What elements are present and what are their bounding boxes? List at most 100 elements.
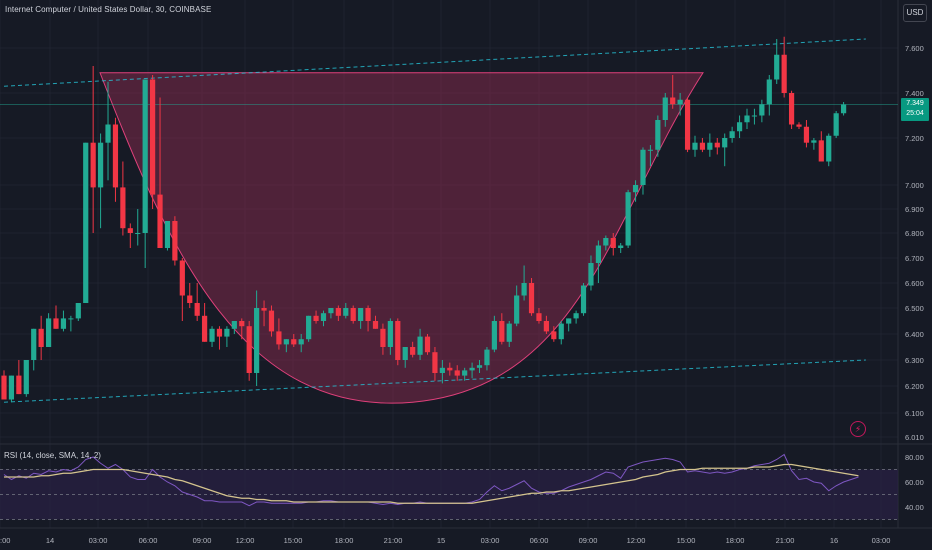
candle-body [796,124,802,127]
candle-body [358,308,364,321]
candle-body [179,260,185,296]
candle-body [551,331,557,340]
time-tick-label: 18:00 [726,536,745,545]
candle-body [194,303,200,316]
last-price-tag: 7.349 25:04 [901,98,929,121]
candle-body [365,308,371,321]
price-tick-label: 6.700 [905,254,924,263]
price-tick-label: 6.200 [905,382,924,391]
candle-body [447,367,453,371]
candle-body [410,347,416,355]
candle-body [112,124,119,188]
candle-body [707,142,713,150]
candle-body [320,313,327,321]
rsi-band [0,469,898,520]
candle-body [521,283,527,296]
candle-body [83,142,89,303]
candle-body [774,54,780,80]
price-tick-label: 6.300 [905,356,924,365]
candle-body [105,124,111,143]
candle-body [781,54,787,93]
candle-body [432,352,438,373]
time-tick-label: 06:00 [530,536,549,545]
price-tick-label: 6.010 [905,433,924,442]
candle-body [402,347,408,360]
time-tick-label: 16 [830,536,838,545]
candle-body [97,142,104,188]
candle-body [595,245,601,263]
candle-body [31,328,37,360]
last-price-value: 7.349 [906,100,924,107]
candle-body [68,318,74,320]
candle-body [172,221,178,261]
candle-body [610,238,616,248]
candle-body [164,221,171,248]
candle-body [714,142,720,148]
candle-body [268,310,275,332]
candle-body [53,318,59,329]
candle-body [8,375,15,400]
time-tick-label: 09:00 [579,536,598,545]
rsi-tick-label: 60.00 [905,478,924,487]
candle-body [588,263,594,286]
candle-body [469,367,475,371]
candle-body [291,339,297,345]
candle-body [380,328,386,347]
candle-body [23,360,29,395]
time-tick-label: 03:00 [89,536,108,545]
candle-body [662,97,668,120]
candle-body [788,93,795,125]
price-tick-label: 7.600 [905,44,924,53]
candle-body [826,135,832,162]
price-tick-label: 6.400 [905,330,924,339]
candle-body [335,308,341,316]
time-tick-label: 12:00 [236,536,255,545]
candle-body [372,321,379,329]
currency-button[interactable]: USD [903,4,927,22]
candle-body [209,328,215,342]
candle-body [699,142,706,150]
candle-body [328,308,334,314]
candle-body [224,328,230,337]
candle-body [16,375,22,395]
time-tick-label: 12:00 [627,536,646,545]
symbol-title: Internet Computer / United States Dollar… [5,5,212,14]
candle-body [729,131,735,138]
time-tick-label: 14 [46,536,54,545]
candle-body [759,104,765,116]
candle-body [647,149,654,151]
rsi-sma-line [4,463,859,504]
rsi-tick-label: 40.00 [905,503,924,512]
candle-body [343,308,349,316]
candle-body [803,126,810,143]
candle-body [417,336,423,355]
rsi-legend: RSI (14, close, SMA, 14, 2) [4,451,101,460]
candle-body [751,115,758,117]
candle-body [239,321,245,327]
candle-body [536,313,542,321]
candle-body [462,370,468,376]
candle-body [528,283,535,314]
candle-body [187,295,193,303]
candle-body [246,326,252,373]
candle-body [45,318,52,347]
candle-body [313,315,319,321]
candle-body [684,99,691,150]
candle-body [254,308,260,373]
candle-body [120,187,126,229]
candle-body [424,336,431,353]
price-tick-label: 7.200 [905,134,924,143]
candle-body [142,79,148,233]
lightning-icon[interactable]: ⚡ [850,421,866,437]
candle-body [298,339,304,345]
time-tick-label: 21:00 [384,536,403,545]
price-tick-label: 6.900 [905,205,924,214]
candle-body [632,185,639,193]
candle-body [514,295,520,324]
price-tick-label: 6.800 [905,229,924,238]
candle-body [202,315,208,342]
time-tick-label: 03:00 [481,536,500,545]
candle-body [38,328,44,347]
time-tick-label: :00 [0,536,10,545]
